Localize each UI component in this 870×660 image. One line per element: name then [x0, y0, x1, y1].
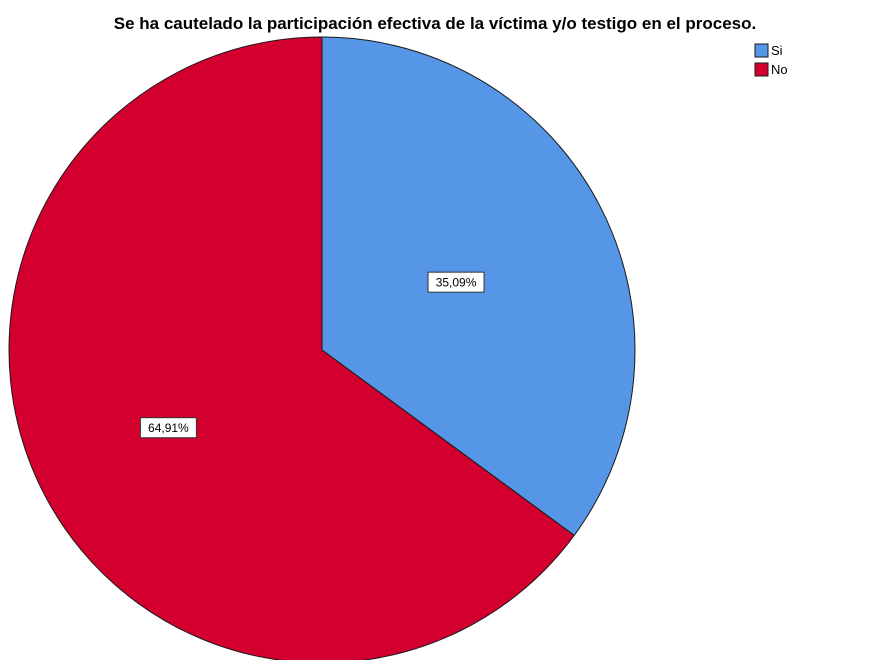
pie-slice-no: [8, 36, 575, 660]
legend-swatch: [754, 43, 769, 58]
data-label-si: 35,09%: [427, 271, 485, 293]
legend-item-si: Si: [754, 43, 783, 58]
data-label-text: 64,91%: [148, 421, 189, 435]
data-label-box: [427, 271, 485, 293]
data-label-box: [139, 417, 197, 439]
pie-slices: [8, 36, 636, 660]
pie-data-labels: 35,09% 64,91%: [139, 271, 485, 439]
legend: Si No: [754, 43, 788, 77]
legend-item-no: No: [754, 62, 788, 77]
data-label-no: 64,91%: [139, 417, 197, 439]
chart-title: Se ha cautelado la participación efectiv…: [113, 14, 757, 33]
legend-label: Si: [771, 43, 783, 58]
data-label-text: 35,09%: [436, 276, 477, 290]
legend-swatch: [754, 62, 769, 77]
legend-label: No: [771, 62, 788, 77]
